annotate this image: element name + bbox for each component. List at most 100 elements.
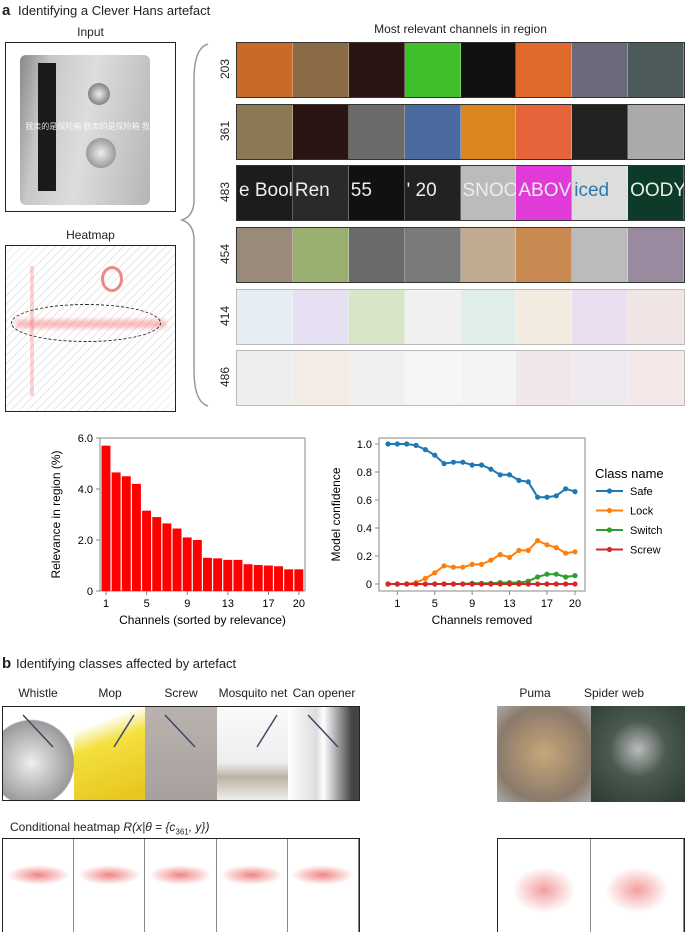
channel-patch	[628, 290, 684, 344]
point-lock	[497, 552, 503, 558]
legend-marker	[606, 488, 613, 494]
line-chart-confidence: 0 0.2 0.4 0.6 0.8 1.0 1 5 9 13 17 20 Channels remove…	[329, 437, 664, 627]
bar-channel-12	[213, 558, 223, 591]
bar-channel-9	[182, 537, 192, 591]
point-screw	[535, 581, 541, 587]
x-axis-label: Channels removed	[432, 613, 533, 627]
point-switch	[553, 571, 559, 577]
channel-id-label: 414	[218, 305, 232, 327]
point-screw	[497, 581, 503, 587]
heatmap-mosquito-net	[216, 839, 288, 932]
channel-patch	[237, 105, 293, 159]
line-safe	[388, 443, 576, 499]
y-tick-label: 4.0	[78, 484, 93, 496]
class-label-whistle: Whistle	[18, 686, 58, 700]
heatmap-spider-web	[591, 839, 684, 932]
channel-patch: OODY	[628, 166, 684, 220]
channel-patch	[348, 351, 405, 405]
class-label-screw: Screw	[164, 686, 198, 700]
arrow-icon	[113, 714, 135, 748]
channel-patch	[292, 105, 349, 159]
channel-patch	[628, 228, 684, 282]
legend-label-lock: Lock	[630, 506, 654, 518]
channel-patch	[516, 290, 573, 344]
channel-patch	[404, 290, 461, 344]
channel-patch	[516, 228, 573, 282]
point-screw	[516, 581, 522, 587]
channel-patch	[572, 228, 629, 282]
point-safe	[460, 459, 466, 465]
patch-text: SNOO	[462, 180, 519, 201]
bar-channel-8	[172, 528, 182, 591]
artefact-region-ellipse	[11, 304, 161, 342]
heatmap-whistle	[3, 839, 75, 932]
point-safe	[432, 452, 438, 458]
bar-channel-19	[284, 569, 294, 591]
bar-channel-15	[243, 564, 253, 591]
watermark-text: 我卖的是保险箱 我卖的是保险箱 我卖	[25, 122, 158, 131]
channel-patch	[460, 228, 517, 282]
heatmap-can-opener	[287, 839, 359, 932]
channel-patch	[516, 351, 573, 405]
channel-patch	[348, 228, 405, 282]
point-lock	[422, 575, 428, 581]
channel-patch	[237, 228, 293, 282]
series-lock	[385, 538, 578, 587]
panel-a-label: a	[2, 2, 11, 19]
panel-a-title: Identifying a Clever Hans artefact	[18, 3, 211, 18]
class-label-spider-web: Spider web	[583, 686, 645, 700]
heatmap-puma	[498, 839, 591, 932]
channel-patch	[460, 43, 517, 97]
point-lock	[478, 561, 485, 567]
class-image-can-opener	[287, 707, 359, 800]
class-label-mosquito-net: Mosquito net	[218, 686, 288, 700]
bar-channel-6	[152, 517, 162, 591]
channel-patch: e Bool	[237, 166, 293, 220]
channel-row-361	[236, 104, 685, 160]
input-image-safe: 我卖的是保险箱 我卖的是保险箱 我卖	[5, 42, 176, 212]
point-screw	[460, 581, 466, 587]
channel-patch	[628, 105, 684, 159]
bar-channel-13	[223, 559, 233, 591]
bar-channel-20	[294, 569, 304, 591]
bar-channel-2	[111, 472, 121, 591]
arrow-icon	[307, 714, 339, 748]
point-lock	[572, 549, 578, 555]
point-lock	[469, 561, 475, 567]
channel-patch	[404, 43, 461, 97]
point-lock	[441, 563, 447, 569]
point-safe	[544, 494, 550, 500]
class-image-puma	[497, 706, 591, 802]
point-safe	[497, 472, 503, 478]
y-tick-label: 0.4	[357, 523, 372, 535]
point-safe	[422, 447, 428, 453]
legend-label-switch: Switch	[630, 525, 662, 537]
bar-channel-16	[253, 564, 263, 591]
panel-b-title: Identifying classes affected by artefact	[16, 656, 237, 671]
point-screw	[525, 581, 531, 587]
channel-row-486	[236, 350, 685, 406]
point-safe	[535, 494, 541, 500]
class-image-whistle	[3, 707, 75, 800]
x-tick-label: 5	[432, 598, 438, 610]
point-screw	[469, 581, 475, 587]
point-safe	[478, 462, 485, 468]
class-image-screw	[145, 707, 217, 800]
bar-channel-10	[192, 540, 202, 591]
point-safe	[404, 441, 410, 447]
point-screw	[394, 581, 400, 587]
channel-patch	[237, 43, 293, 97]
channel-patch: ' 20	[404, 166, 461, 220]
point-lock	[432, 570, 438, 576]
legend-marker	[606, 546, 613, 553]
channel-patch: ABOVE	[516, 166, 584, 220]
patch-text: OODY	[630, 180, 685, 201]
channel-patch	[292, 351, 349, 405]
patch-text: e Bool	[239, 180, 293, 201]
y-tick-label: 0.6	[357, 495, 372, 507]
x-tick-label: 13	[503, 598, 515, 610]
point-switch	[563, 574, 569, 580]
bar-chart-relevance: 0 2.0 4.0 6.0 1 5 9 13 17 20 Channels (sorted by r…	[49, 433, 306, 627]
point-safe	[441, 461, 447, 467]
point-screw	[413, 581, 419, 587]
